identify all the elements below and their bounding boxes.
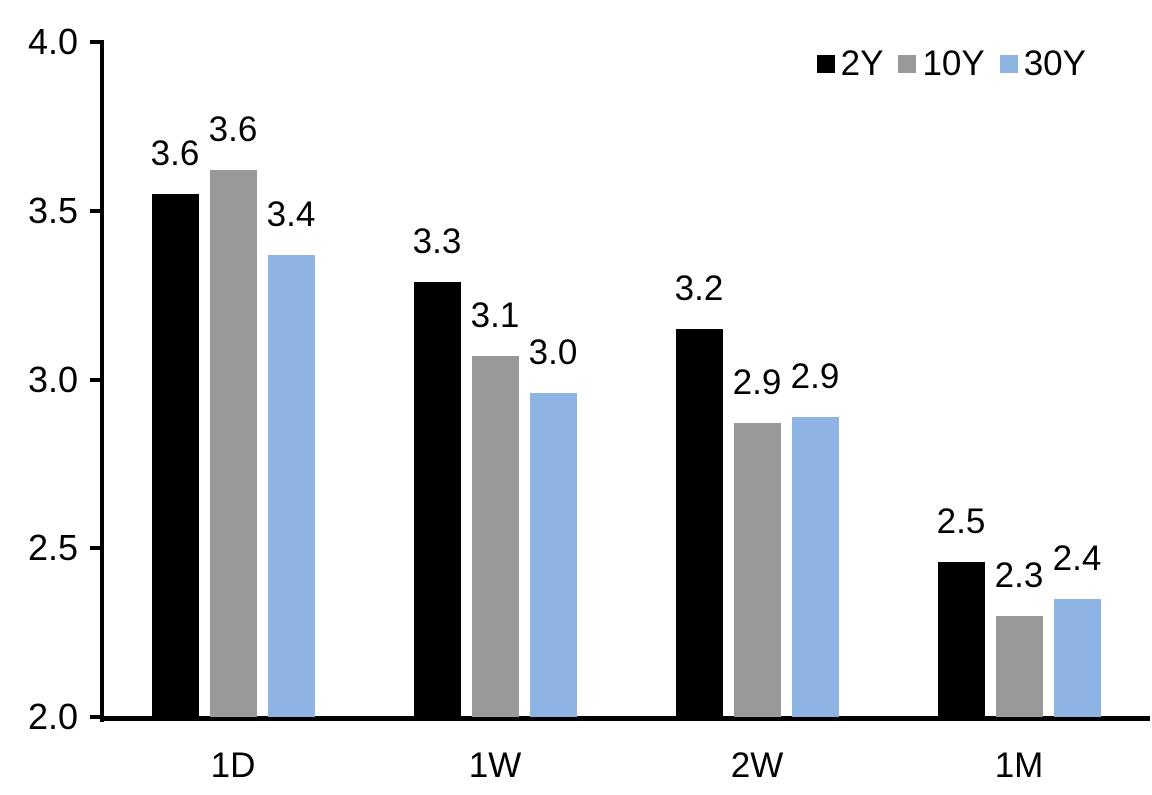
bar-10y-1w — [471, 355, 519, 717]
x-axis-line — [100, 716, 1150, 721]
bar-value-label-30y-1m: 2.4 — [1052, 538, 1102, 578]
legend-label-2y: 2Y — [840, 44, 884, 83]
legend-swatch-2y-icon — [816, 55, 835, 73]
bar-2y-1d — [151, 193, 199, 717]
y-tick-label: 3.5 — [27, 189, 78, 231]
legend: 2Y 10Y 30Y — [816, 44, 1086, 84]
bar-30y-2w — [791, 416, 839, 717]
bar-value-label-10y-1w: 3.1 — [470, 295, 520, 335]
legend-swatch-10y-icon — [898, 55, 917, 73]
legend-item-30y: 30Y — [999, 44, 1086, 84]
bar-30y-1d — [267, 254, 315, 717]
y-tick-mark — [90, 715, 100, 719]
bar-value-label-2y-1w: 3.3 — [412, 221, 462, 261]
bar-10y-1d — [209, 170, 257, 717]
bar-10y-1m — [995, 615, 1043, 717]
bar-2y-1w — [413, 281, 461, 717]
bar-value-label-30y-1w: 3.0 — [528, 333, 578, 372]
y-tick-mark — [90, 377, 100, 382]
bar-10y-2w — [733, 423, 781, 717]
bar-30y-1w — [529, 393, 577, 717]
x-axis-label-1d: 1D — [210, 746, 256, 785]
bar-value-label-2y-1d: 3.6 — [150, 133, 200, 173]
y-tick-mark — [90, 546, 100, 551]
bar-30y-1m — [1053, 598, 1101, 717]
legend-item-2y: 2Y — [816, 44, 884, 84]
legend-label-10y: 10Y — [922, 44, 985, 83]
bar-value-label-30y-1d: 3.4 — [266, 194, 316, 234]
bar-value-label-10y-1m: 2.3 — [994, 555, 1044, 595]
legend-label-30y: 30Y — [1023, 44, 1086, 83]
x-axis-label-1w: 1W — [468, 746, 522, 785]
y-tick-label: 2.0 — [27, 696, 78, 737]
bar-value-label-2y-2w: 3.2 — [674, 268, 724, 308]
y-axis-line — [100, 40, 104, 722]
bar-2y-1m — [937, 561, 985, 717]
y-tick-mark — [90, 40, 100, 44]
bar-value-label-10y-2w: 2.9 — [732, 363, 782, 403]
bar-2y-2w — [675, 328, 723, 717]
y-tick-label: 4.0 — [27, 21, 78, 62]
bar-value-label-10y-1d: 3.6 — [208, 110, 258, 150]
legend-item-10y: 10Y — [898, 44, 985, 84]
bar-value-label-2y-1m: 2.5 — [936, 501, 986, 541]
bar-value-label-30y-2w: 2.9 — [790, 356, 840, 396]
x-axis-label-1m: 1M — [994, 746, 1044, 785]
legend-swatch-30y-icon — [999, 55, 1018, 73]
y-tick-label: 3.0 — [27, 358, 78, 400]
y-tick-label: 2.5 — [27, 527, 78, 569]
x-axis-label-2w: 2W — [730, 746, 784, 785]
y-tick-mark — [90, 208, 100, 213]
